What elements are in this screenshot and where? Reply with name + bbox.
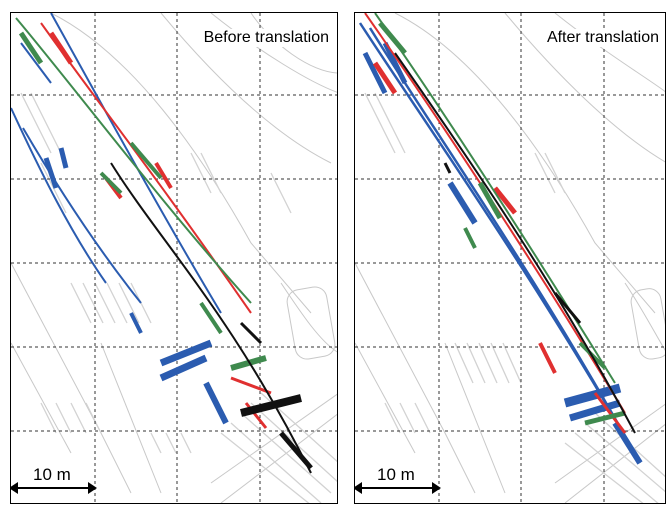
- before-map-svg: [11, 13, 337, 503]
- crosswalk-hatching: [20, 92, 337, 503]
- scale-arrow: [11, 482, 97, 494]
- green-trajectories: [374, 13, 626, 426]
- after-translation-panel: After translation 10 m: [354, 12, 666, 504]
- scale-arrow: [355, 482, 441, 494]
- panel-title: Before translation: [201, 29, 331, 47]
- scale-bar: 10 m: [355, 465, 441, 495]
- scale-label: 10 m: [377, 465, 415, 484]
- background-map: [355, 13, 665, 503]
- background-map: [11, 13, 337, 503]
- scale-bar: 10 m: [11, 465, 97, 495]
- black-trajectories: [394, 52, 636, 434]
- blue-trajectories: [358, 22, 643, 465]
- blue-trajectories: [11, 13, 229, 425]
- grid-lines: [355, 13, 665, 503]
- crosswalk-hatching: [364, 92, 665, 503]
- scale-label: 10 m: [33, 465, 71, 484]
- after-map-svg: [355, 13, 665, 503]
- grid-lines: [11, 13, 337, 503]
- before-translation-panel: Before translation 10 m: [10, 12, 338, 504]
- panel-title: After translation: [544, 29, 661, 47]
- green-trajectories: [15, 17, 267, 371]
- black-trajectories: [110, 162, 313, 474]
